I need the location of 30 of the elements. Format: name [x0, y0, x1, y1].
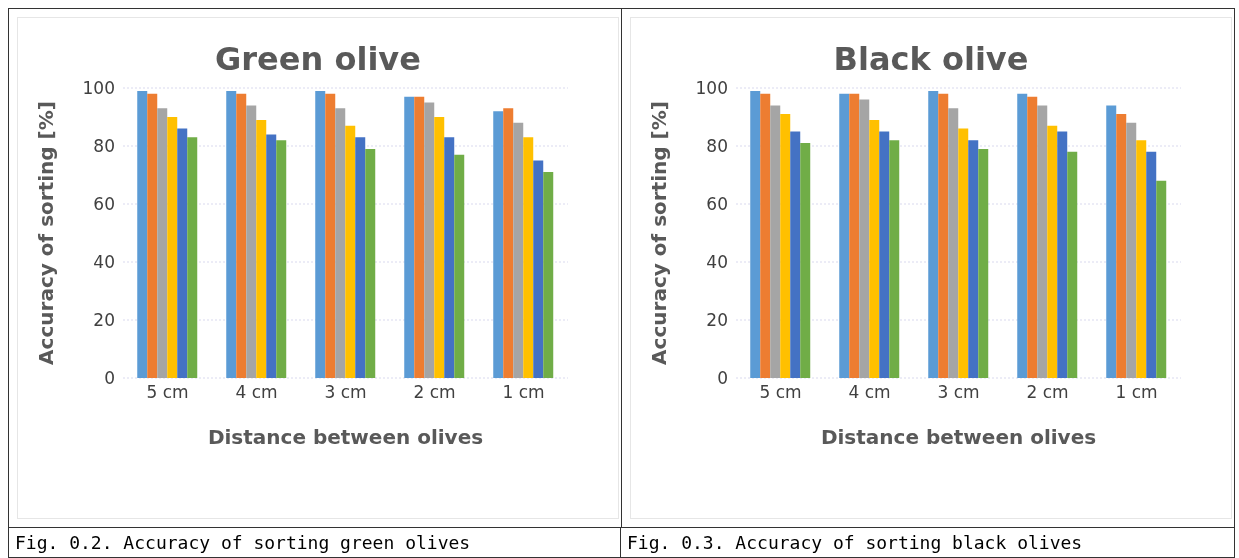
x-tick-label: 2 cm	[413, 382, 456, 403]
y-axis-title: Accuracy of sorting [%]	[34, 101, 59, 365]
y-tick-label: 100	[82, 78, 115, 99]
y-tick-label: 100	[695, 78, 728, 99]
x-axis-title: Distance between olives	[207, 425, 484, 449]
chart-title: Black olive	[832, 40, 1030, 78]
x-tick-label: 3 cm	[937, 382, 980, 403]
y-tick-label: 80	[706, 136, 728, 157]
y-tick-label: 0	[717, 368, 728, 389]
y-tick-label: 20	[93, 310, 115, 331]
y-tick-label: 60	[93, 194, 115, 215]
x-tick-label: 5 cm	[146, 382, 189, 403]
y-tick-label: 0	[104, 368, 115, 389]
x-tick-label: 3 cm	[324, 382, 367, 403]
caption: Fig. 0.3. Accuracy of sorting black olives	[627, 532, 1083, 553]
x-tick-label: 4 cm	[848, 382, 891, 403]
x-axis-title: Distance between olives	[820, 425, 1097, 449]
y-axis-title: Accuracy of sorting [%]	[647, 101, 672, 365]
x-tick-label: 5 cm	[759, 382, 802, 403]
y-tick-label: 40	[93, 252, 115, 273]
x-tick-label: 4 cm	[235, 382, 278, 403]
caption: Fig. 0.2. Accuracy of sorting green olives	[15, 532, 471, 553]
y-tick-label: 40	[706, 252, 728, 273]
x-tick-label: 2 cm	[1026, 382, 1069, 403]
chart-title: Green olive	[214, 40, 422, 78]
y-tick-label: 60	[706, 194, 728, 215]
x-tick-label: 1 cm	[502, 382, 545, 403]
y-tick-label: 20	[706, 310, 728, 331]
y-tick-label: 80	[93, 136, 115, 157]
x-tick-label: 1 cm	[1115, 382, 1158, 403]
